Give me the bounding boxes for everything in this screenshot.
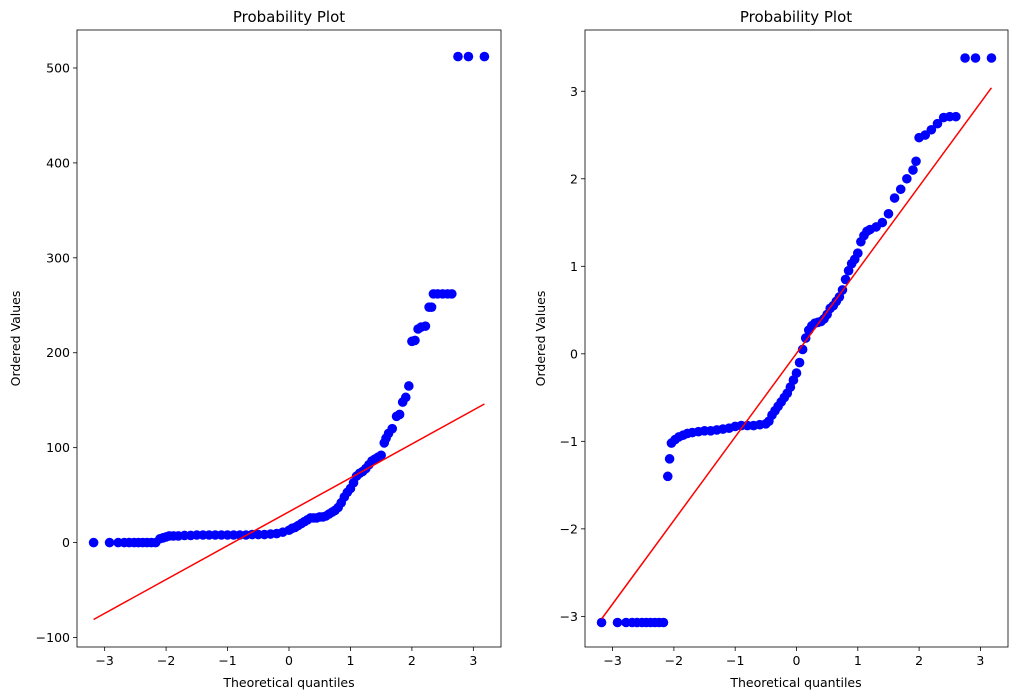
right-y-tick-label: −1 (560, 434, 578, 449)
right-data-point (960, 53, 970, 63)
left-y-ticks: −100 0 100 200 300 400 500 (36, 60, 77, 645)
right-x-axis-label: Theoretical quantiles (729, 675, 861, 690)
right-y-tick-label: −2 (560, 521, 578, 536)
left-data-point (394, 409, 405, 420)
right-data-point (911, 156, 921, 167)
left-data-point (453, 51, 463, 62)
right-fit-line (600, 87, 993, 620)
left-y-tick-label: 100 (46, 440, 70, 455)
right-data-point (951, 111, 961, 122)
right-data-point (853, 248, 863, 258)
left-data-point (88, 537, 99, 548)
right-y-tick-label: 0 (570, 346, 578, 361)
right-x-tick-label: −3 (603, 653, 621, 668)
left-data-points (88, 51, 490, 548)
left-data-point (463, 51, 474, 62)
right-y-tick-label: −3 (560, 609, 578, 624)
left-fit-line (93, 403, 485, 621)
right-data-point (800, 333, 811, 343)
left-data-point (479, 51, 490, 62)
right-data-point (840, 274, 851, 285)
right-data-point (889, 193, 900, 203)
left-x-tick-label: −3 (95, 653, 113, 668)
right-data-point (902, 173, 912, 184)
left-plot-title: Probability Plot (233, 8, 345, 26)
left-data-point (420, 321, 431, 331)
right-data-point (662, 471, 673, 482)
right-x-ticks: −3 −2 −1 0 1 2 3 (603, 647, 984, 668)
left-x-tick-label: 3 (469, 653, 477, 668)
left-x-axis-label: Theoretical quantiles (222, 675, 354, 690)
right-y-axis-label: Ordered Values (533, 291, 548, 387)
right-data-point (658, 617, 669, 628)
right-axes-frame (584, 29, 1009, 648)
left-y-tick-label: 200 (46, 345, 70, 360)
right-data-point (596, 617, 607, 628)
right-data-point (791, 368, 802, 378)
left-y-tick-label: 0 (62, 535, 70, 550)
left-y-tick-label: −100 (36, 630, 70, 645)
right-y-tick-label: 1 (570, 259, 578, 274)
right-data-point (926, 124, 937, 135)
left-data-point (410, 335, 420, 346)
right-data-point (877, 217, 888, 228)
left-y-tick-label: 400 (46, 155, 70, 170)
left-data-point (426, 302, 437, 312)
left-data-point (387, 423, 398, 434)
right-data-point (794, 357, 805, 368)
right-data-point (883, 208, 894, 219)
left-x-tick-label: −1 (218, 653, 236, 668)
left-x-ticks: −3 −2 −1 0 1 2 3 (95, 647, 477, 668)
right-data-point (908, 165, 918, 175)
left-x-tick-label: 0 (285, 653, 293, 668)
right-plot: Probability Plot −3 −2 −1 0 1 2 3 −3 −2 −1 0 1 2 3 T… (533, 8, 1009, 690)
right-data-point (970, 53, 981, 63)
right-x-tick-label: −1 (726, 653, 744, 668)
left-data-point (376, 450, 386, 461)
left-x-tick-label: 2 (408, 653, 416, 668)
left-axes-frame (76, 29, 502, 648)
left-data-point (400, 392, 411, 403)
right-data-points (596, 53, 997, 628)
right-x-tick-label: −2 (665, 653, 683, 668)
left-x-tick-label: −2 (157, 653, 175, 668)
left-plot: Probability Plot −3 −2 −1 0 1 2 3 −100 0 100 200 3… (8, 8, 502, 690)
right-x-tick-label: 1 (854, 653, 862, 668)
left-data-point (404, 381, 414, 391)
right-x-tick-label: 3 (976, 653, 984, 668)
right-y-ticks: −3 −2 −1 0 1 2 3 (560, 84, 585, 624)
right-y-tick-label: 3 (570, 84, 578, 99)
right-data-point (986, 53, 997, 63)
left-y-tick-label: 500 (46, 60, 70, 75)
left-data-point (104, 537, 115, 548)
left-data-point (447, 289, 457, 299)
right-x-tick-label: 0 (793, 653, 801, 668)
right-data-point (664, 454, 675, 464)
right-x-tick-label: 2 (915, 653, 923, 668)
left-x-tick-label: 1 (346, 653, 354, 668)
left-y-axis-label: Ordered Values (8, 291, 23, 387)
right-data-point (612, 617, 623, 628)
right-y-tick-label: 2 (570, 171, 578, 186)
left-y-tick-label: 300 (46, 250, 70, 265)
right-plot-title: Probability Plot (740, 8, 852, 26)
right-data-point (895, 184, 906, 195)
right-data-point (932, 118, 943, 129)
